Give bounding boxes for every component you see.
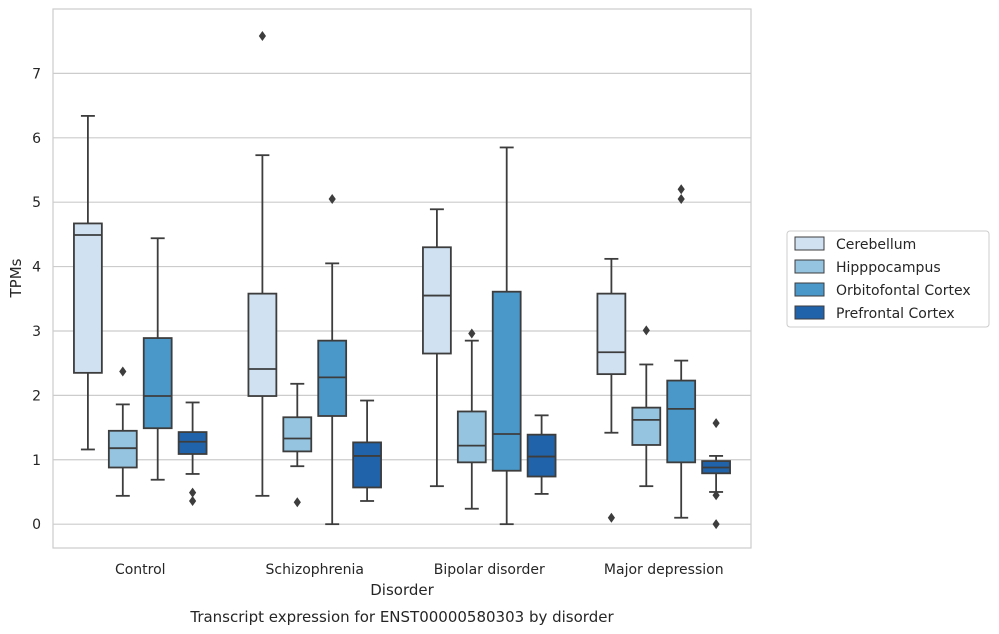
legend-frame	[786, 230, 990, 328]
outlier-point	[642, 325, 650, 336]
iqr-box	[73, 222, 103, 374]
x-tick-label: Major depression	[604, 562, 724, 578]
iqr-box	[107, 429, 138, 469]
y-tick-label: 0	[32, 517, 41, 533]
y-tick-labels: 0 1 2 3 4 5 6 7	[32, 66, 41, 533]
y-tick-label: 6	[32, 131, 41, 147]
y-tick-label: 2	[32, 388, 41, 404]
outlier-point	[293, 497, 301, 508]
outlier-point	[189, 495, 197, 506]
outlier-point	[189, 487, 197, 498]
y-tick-label: 4	[32, 260, 41, 276]
outlier-point	[119, 366, 127, 377]
outlier-point	[468, 328, 476, 339]
box-0-0	[73, 114, 103, 451]
outlier-point	[712, 519, 720, 530]
outlier-point	[677, 193, 685, 204]
x-tick-label: Bipolar disorder	[434, 562, 545, 578]
legend-entry: Prefrontal Cortex	[836, 306, 955, 322]
iqr-box	[247, 292, 278, 397]
legend-entry: Hipppocampus	[836, 260, 941, 276]
x-tick-label: Schizophrenia	[266, 562, 364, 578]
iqr-box	[631, 406, 662, 446]
box-2-2	[491, 146, 522, 526]
outlier-point	[677, 184, 685, 195]
box-0-3	[177, 401, 208, 506]
legend-swatch	[794, 259, 825, 274]
iqr-box	[526, 433, 557, 478]
legend-entry: Cerebellum	[836, 237, 916, 253]
iqr-box	[142, 337, 173, 430]
y-tick-label: 7	[32, 66, 41, 82]
iqr-box	[456, 410, 487, 464]
x-tick-label: Control	[115, 562, 166, 578]
y-axis-label: TPMs	[7, 258, 25, 298]
x-tick-labels: Control Schizophrenia Bipolar disorder Majo…	[115, 562, 724, 578]
iqr-box	[491, 290, 522, 472]
outlier-point	[712, 418, 720, 429]
box-2-0	[422, 208, 452, 488]
legend-swatch	[794, 305, 825, 320]
iqr-box	[177, 431, 208, 455]
legend-swatch	[794, 282, 825, 297]
box-3-3	[701, 418, 731, 530]
box-2-1	[456, 328, 487, 510]
box-layer	[73, 31, 731, 530]
outlier-point	[607, 512, 615, 523]
box-3-1	[631, 325, 662, 488]
iqr-box	[317, 339, 348, 417]
legend-swatch	[794, 236, 825, 251]
box-3-2	[666, 184, 697, 519]
plot-area-frame	[52, 8, 752, 549]
y-tick-label: 3	[32, 324, 41, 340]
legend-entry: Orbitofontal Cortex	[836, 283, 971, 299]
chart-caption: Transcript expression for ENST0000058030…	[189, 608, 614, 626]
legend: Cerebellum Hipppocampus Orbitofontal Corte…	[786, 230, 990, 328]
box-0-2	[142, 237, 173, 481]
box-1-3	[352, 399, 382, 502]
box-1-1	[282, 382, 313, 508]
iqr-box	[352, 441, 382, 489]
iqr-box	[422, 246, 452, 355]
box-1-0	[247, 31, 278, 497]
outlier-point	[712, 490, 720, 501]
box-0-1	[107, 366, 138, 497]
iqr-box	[282, 416, 313, 453]
x-axis-label: Disorder	[370, 581, 434, 599]
outlier-point	[258, 31, 266, 42]
box-1-2	[317, 193, 348, 526]
iqr-box	[666, 379, 697, 464]
box-3-0	[596, 257, 627, 523]
y-tick-label: 5	[32, 195, 41, 211]
y-tick-label: 1	[32, 453, 41, 469]
iqr-box	[596, 292, 627, 376]
outlier-point	[328, 193, 336, 204]
box-2-3	[526, 414, 557, 495]
